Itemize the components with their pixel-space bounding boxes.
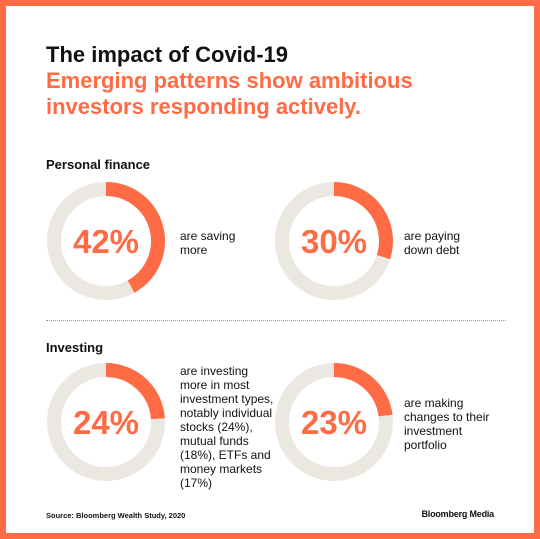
donut-value-label: 42% xyxy=(72,223,140,260)
source-note: Source: Bloomberg Wealth Study, 2020 xyxy=(46,511,186,520)
brand-logo-text: Bloomberg Media xyxy=(421,509,494,519)
donut-arc xyxy=(333,182,393,260)
section-divider xyxy=(46,320,506,321)
donut-chart-investing-more xyxy=(47,363,165,481)
page-title: The impact of Covid-19 xyxy=(46,42,289,67)
donut-value-label: 30% xyxy=(300,223,368,260)
donut-chart-saving-more xyxy=(47,182,165,300)
donut-arc xyxy=(105,182,165,293)
donut-chart-paying-down-debt xyxy=(275,182,393,300)
donut-description: are investing more in most investment ty… xyxy=(180,364,274,490)
donut-arc xyxy=(333,363,393,417)
section-label-personal-finance: Personal finance xyxy=(46,157,151,172)
section-label-investing: Investing xyxy=(46,340,104,355)
donut-value-label: 23% xyxy=(300,404,368,441)
page-subtitle: Emerging patterns show ambitious investo… xyxy=(46,68,413,119)
donut-description: are paying down debt xyxy=(404,229,461,257)
donut-description: are making changes to their investment p… xyxy=(404,396,490,452)
donut-description: are saving more xyxy=(180,229,236,257)
donut-arc xyxy=(105,363,165,420)
donut-chart-portfolio-changes xyxy=(275,363,393,481)
donut-value-label: 24% xyxy=(72,404,140,441)
